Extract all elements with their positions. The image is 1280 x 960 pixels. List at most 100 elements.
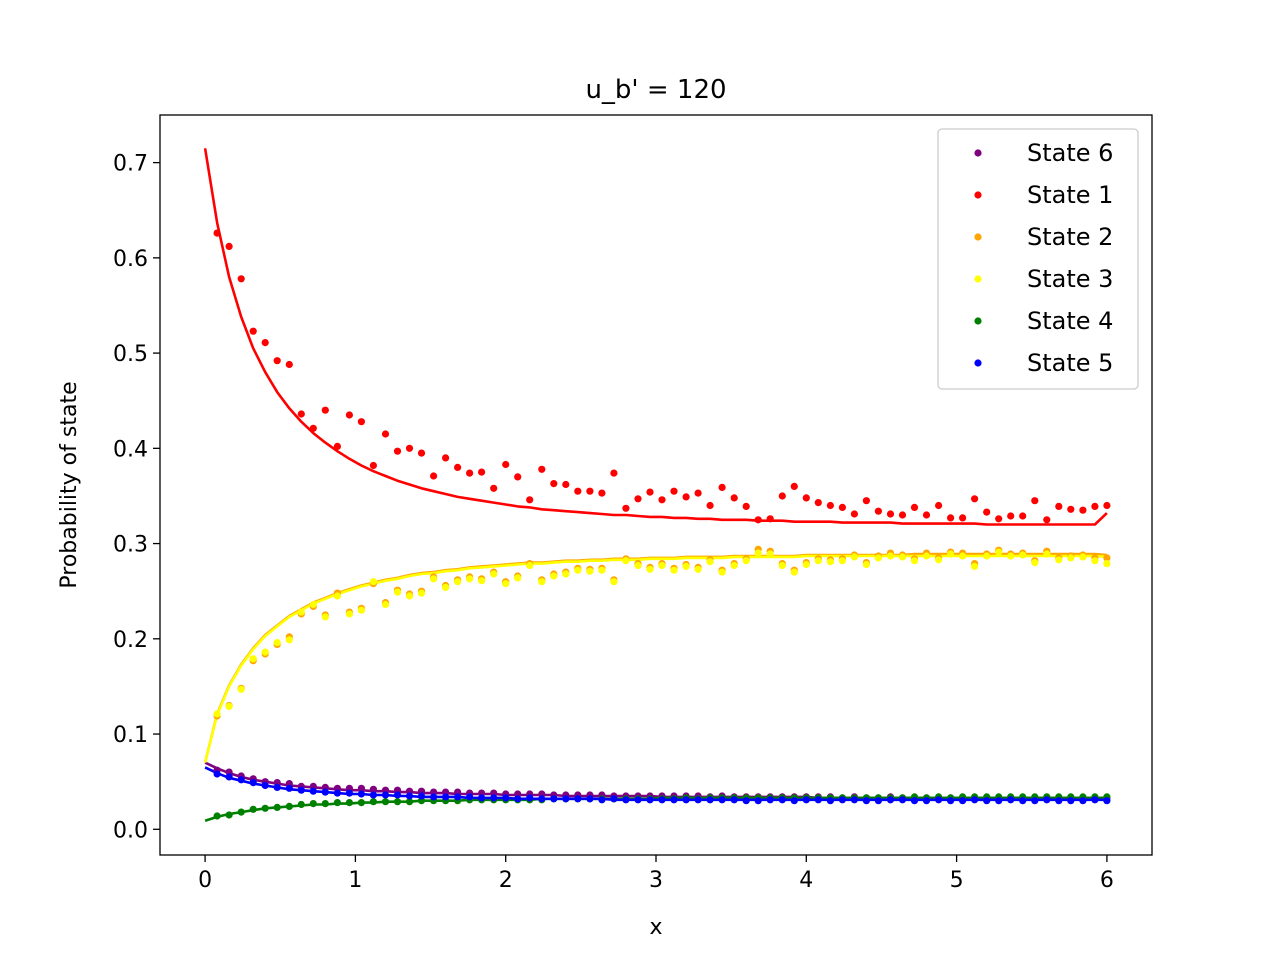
data-point-series-5: [237, 776, 245, 784]
data-point-series-1: [898, 511, 907, 519]
data-point-series-5: [1043, 796, 1051, 804]
data-point-series-3: [1043, 550, 1051, 558]
data-point-series-1: [430, 472, 438, 480]
legend-marker: [974, 275, 982, 283]
x-tick-label: 4: [799, 868, 813, 893]
y-axis: 0.0 0.1 0.2 0.3 0.4 0.5 0.6 0.7: [113, 152, 160, 843]
data-point-series-1: [466, 469, 474, 477]
data-point-series-5: [478, 794, 486, 802]
data-point-series-1: [574, 487, 582, 495]
y-tick-label: 0.1: [113, 723, 148, 748]
data-point-series-1: [995, 515, 1003, 523]
data-point-series-5: [646, 796, 654, 804]
data-point-series-1: [910, 503, 919, 511]
data-point-series-5: [634, 796, 642, 804]
data-point-series-3: [935, 556, 943, 564]
data-point-series-3: [1091, 557, 1099, 565]
data-point-series-5: [393, 791, 402, 799]
legend-label: State 6: [1027, 139, 1113, 167]
data-point-series-1: [766, 515, 774, 523]
data-point-series-1: [213, 229, 221, 237]
data-point-series-4: [237, 808, 245, 816]
data-point-series-5: [417, 792, 426, 800]
legend-marker: [974, 359, 982, 367]
data-point-series-1: [826, 501, 835, 510]
data-point-series-1: [393, 447, 402, 455]
data-point-series-1: [237, 275, 245, 283]
data-point-series-4: [285, 802, 293, 811]
data-point-series-1: [526, 496, 534, 504]
fit-lines: [203, 148, 1108, 822]
data-point-series-4: [357, 799, 365, 807]
data-point-series-4: [405, 798, 414, 806]
data-point-series-5: [995, 797, 1003, 805]
data-point-series-3: [1007, 552, 1015, 560]
data-point-series-5: [249, 779, 257, 787]
data-point-series-3: [237, 685, 245, 693]
data-point-series-3: [862, 560, 871, 569]
data-point-series-3: [550, 572, 558, 580]
data-point-series-3: [886, 552, 895, 560]
data-point-series-1: [802, 494, 810, 502]
data-point-series-5: [1103, 797, 1111, 805]
data-point-series-3: [225, 702, 233, 711]
data-point-series-3: [1079, 553, 1087, 561]
data-point-series-3: [1103, 560, 1111, 568]
data-point-series-5: [947, 797, 955, 805]
y-tick-label: 0.5: [113, 342, 148, 367]
data-point-series-1: [297, 410, 305, 418]
data-point-series-3: [622, 557, 630, 565]
chart-title: u_b' = 120: [585, 75, 726, 105]
fit-line-series-4: [204, 796, 1107, 822]
data-point-series-3: [730, 561, 738, 570]
data-point-series-5: [1079, 797, 1087, 805]
data-point-series-5: [730, 796, 738, 804]
data-point-series-3: [598, 566, 606, 574]
data-point-series-5: [814, 796, 822, 804]
data-point-series-1: [694, 489, 702, 497]
data-point-series-5: [357, 790, 365, 798]
y-tick-label: 0.0: [113, 818, 148, 843]
data-point-series-0: [369, 785, 377, 793]
data-point-series-3: [646, 565, 654, 573]
y-tick-label: 0.2: [113, 628, 148, 653]
data-point-series-5: [490, 794, 498, 802]
data-point-series-1: [598, 489, 606, 497]
data-point-series-5: [333, 789, 341, 797]
data-point-series-1: [1019, 512, 1027, 520]
data-point-series-1: [850, 510, 859, 518]
data-point-series-5: [405, 792, 414, 800]
data-point-series-5: [225, 773, 233, 781]
data-point-series-5: [694, 796, 702, 804]
legend-label: State 3: [1027, 265, 1113, 293]
data-point-series-5: [466, 793, 474, 801]
data-point-series-1: [874, 507, 883, 515]
data-point-series-1: [1043, 516, 1051, 524]
data-point-series-3: [1067, 554, 1075, 562]
data-point-series-3: [405, 592, 414, 600]
data-point-series-5: [742, 797, 750, 805]
data-point-series-3: [959, 552, 967, 560]
data-point-series-1: [285, 360, 293, 369]
data-point-series-1: [357, 418, 365, 426]
data-point-series-3: [694, 565, 702, 573]
data-point-series-4: [273, 803, 281, 812]
data-point-series-1: [333, 442, 341, 450]
data-point-series-5: [802, 796, 810, 804]
data-point-series-3: [490, 570, 498, 578]
data-point-series-3: [454, 578, 462, 586]
data-point-series-5: [285, 784, 293, 792]
legend-marker: [974, 233, 982, 241]
legend-label: State 2: [1027, 223, 1113, 251]
data-point-series-5: [574, 795, 582, 803]
data-point-series-5: [562, 795, 570, 803]
data-point-series-1: [959, 514, 967, 522]
data-point-series-5: [261, 781, 269, 790]
data-point-series-1: [682, 493, 690, 501]
data-point-series-5: [622, 796, 630, 804]
y-tick-label: 0.7: [113, 152, 148, 177]
data-point-series-1: [490, 484, 498, 492]
data-point-series-5: [838, 796, 847, 804]
data-point-series-5: [514, 795, 522, 803]
